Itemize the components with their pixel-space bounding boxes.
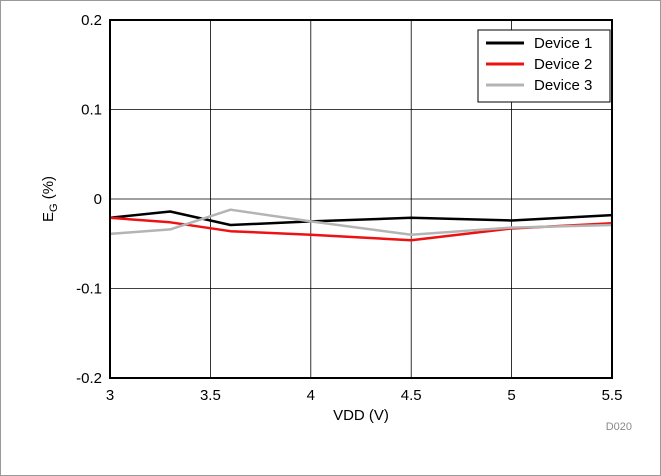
series-line-3: [109, 208, 613, 237]
legend-label-3: Device 3: [534, 77, 592, 94]
y-tick-label: -0.2: [76, 370, 102, 387]
figure-code: D020: [606, 421, 632, 433]
y-tick-label: 0.1: [81, 102, 102, 119]
y-axis-label-subscript: G: [48, 203, 60, 212]
x-tick-label: 5: [507, 387, 515, 404]
x-tick-label: 3.5: [200, 387, 221, 404]
y-axis-label-unit: (%): [40, 176, 57, 204]
y-tick-label: 0.2: [81, 12, 102, 29]
series-line-1: [109, 210, 613, 227]
legend-label-1: Device 1: [534, 35, 592, 52]
y-tick-label: 0: [94, 191, 102, 208]
y-axis-label: EG (%): [40, 176, 60, 222]
x-axis-label: VDD (V): [333, 407, 389, 424]
x-tick-label: 4.5: [401, 387, 422, 404]
y-axis-label-main: E: [40, 212, 57, 222]
legend-label-2: Device 2: [534, 56, 592, 73]
x-tick-label: 3: [106, 387, 114, 404]
x-tick-label: 5.5: [602, 387, 623, 404]
plot-area-border: [109, 19, 613, 379]
y-tick-label: -0.1: [76, 281, 102, 298]
x-tick-label: 4: [307, 387, 315, 404]
